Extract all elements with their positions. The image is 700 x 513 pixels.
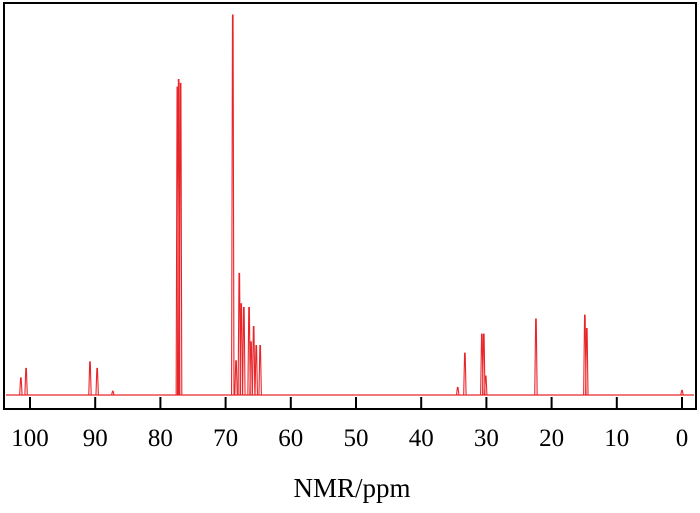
- x-tick-label: 70: [213, 425, 238, 452]
- spectrum-peak: [483, 375, 488, 396]
- spectrum-peak: [455, 386, 460, 396]
- x-tick-label: 90: [83, 425, 108, 452]
- spectrum-peak: [239, 303, 243, 396]
- spectrum-peak: [534, 318, 538, 396]
- x-tick-label: 50: [344, 425, 369, 452]
- x-tick-label: 80: [148, 425, 173, 452]
- spectrum-peak: [251, 326, 256, 396]
- x-tick-label: 60: [278, 425, 303, 452]
- spectrum-peak: [95, 367, 99, 396]
- spectrum-peak: [234, 360, 238, 396]
- spectrum-peak: [231, 14, 235, 396]
- spectrum-peak: [88, 361, 92, 396]
- x-axis-label: NMR/ppm: [293, 473, 410, 503]
- x-tick-label: 10: [604, 425, 629, 452]
- x-tick-label: 30: [474, 425, 499, 452]
- spectrum-peak: [242, 307, 246, 396]
- spectrum-peak: [237, 272, 242, 396]
- spectrum-peak: [482, 333, 486, 396]
- plot-frame: [3, 2, 697, 410]
- spectrum-peak: [254, 345, 258, 396]
- spectrum-peak: [19, 377, 23, 396]
- spectrum-peak: [680, 389, 684, 396]
- spectrum-peak: [249, 341, 253, 396]
- x-tick-label: 20: [539, 425, 564, 452]
- x-tick-label: 40: [409, 425, 434, 452]
- spectrum-peak: [24, 367, 28, 396]
- spectrum-peak: [585, 327, 589, 396]
- spectrum-peak: [111, 390, 115, 396]
- spectrum-peak: [463, 352, 467, 396]
- spectrum-peak: [178, 82, 183, 396]
- spectrum-peak: [258, 345, 262, 396]
- x-tick-label: 0: [676, 425, 689, 452]
- spectrum-peak: [247, 307, 251, 396]
- x-tick-label: 100: [11, 425, 49, 452]
